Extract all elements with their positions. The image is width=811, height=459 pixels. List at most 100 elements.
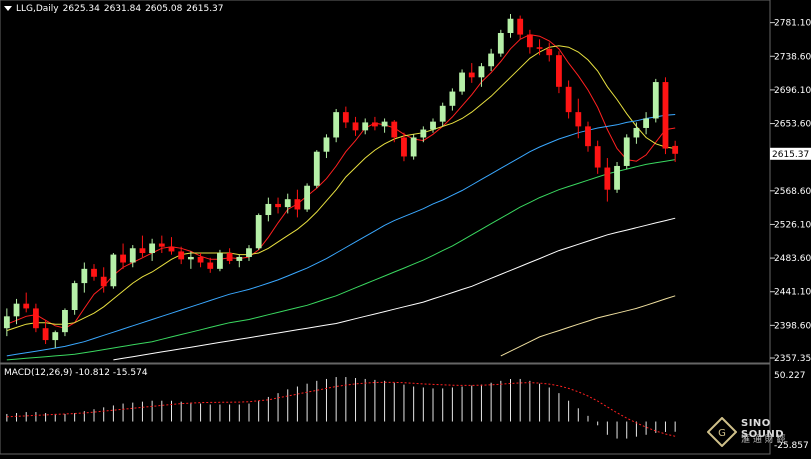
candle-bear <box>226 253 233 261</box>
price-tick-label: 2653.60 <box>774 120 811 130</box>
candle-bear <box>662 82 669 149</box>
candle-bull <box>81 268 88 284</box>
candle-bull <box>333 112 340 138</box>
candle-bear <box>468 72 475 78</box>
logo-subtitle: 滙 通 財 經 <box>741 435 786 445</box>
candle-bear <box>672 145 679 154</box>
candle-bear <box>546 48 553 56</box>
candle-bear <box>100 276 107 287</box>
macd-axis-bottom: -25.857 <box>774 441 809 451</box>
ma-line-ma5 <box>6 34 676 329</box>
candle-bull <box>478 66 485 78</box>
candle-bear <box>207 262 214 269</box>
ma-line-ma30 <box>6 114 676 357</box>
candle-bear <box>585 126 591 147</box>
macd-signal-line <box>6 381 676 437</box>
candle-bull <box>284 199 291 208</box>
candle-bull <box>246 248 252 257</box>
candle-bear <box>139 248 146 254</box>
svg-text:G: G <box>718 428 726 439</box>
candle-bear <box>158 243 165 247</box>
candle-bull <box>420 129 427 138</box>
price-tick-label: 2357.35 <box>774 354 811 364</box>
candle-bull <box>439 105 446 122</box>
current-price-label: 2615.37 <box>772 150 809 160</box>
macd-panel-frame <box>0 363 771 455</box>
ma-line-ma10 <box>6 45 676 332</box>
ohlc-high: 2631.84 <box>103 4 142 14</box>
candle-bear <box>401 137 407 157</box>
ma-line-ma120 <box>113 217 676 361</box>
candle-bear <box>342 112 349 123</box>
candle-bull <box>13 303 20 317</box>
candle-bear <box>178 251 185 260</box>
candle-bull <box>52 332 59 341</box>
price-tick-label: 2781.10 <box>774 19 811 29</box>
price-tick-label: 2398.60 <box>774 321 811 331</box>
candle-bull <box>149 243 156 254</box>
candle-bear <box>197 256 204 263</box>
candle-bear <box>604 167 611 190</box>
candle-bear <box>575 112 582 127</box>
symbol-label: LLG,Daily <box>16 4 59 14</box>
candle-bull <box>623 137 630 166</box>
candle-bull <box>410 137 417 157</box>
macd-label: MACD(12,26,9) -10.812 -15.574 <box>4 368 148 378</box>
ohlc-close: 2615.37 <box>186 4 224 14</box>
candle-bear <box>294 199 301 210</box>
candle-bear <box>91 268 97 277</box>
price-panel-frame <box>0 0 771 364</box>
candle-bull <box>62 309 68 333</box>
price-tick-label: 2738.60 <box>774 52 811 62</box>
candle-bear <box>565 86 572 113</box>
candle-bull <box>265 203 272 216</box>
candle-bear <box>391 121 398 138</box>
price-tick-label: 2696.10 <box>774 86 811 96</box>
ma-line-ma60 <box>6 159 676 361</box>
moving-averages <box>6 34 676 361</box>
candle-bull <box>129 248 136 263</box>
candle-bull <box>459 72 465 92</box>
price-tick-label: 2483.60 <box>774 254 811 264</box>
candle-bull <box>497 32 504 54</box>
candle-bear <box>594 146 601 168</box>
price-tick-label: 2526.10 <box>774 220 811 230</box>
candle-bear <box>352 122 359 131</box>
candle-bear <box>23 303 30 309</box>
candle-bull <box>323 137 330 152</box>
candle-bull <box>381 121 388 127</box>
macd-indicator: 50.227 -25.857 <box>6 371 809 451</box>
candle-bull <box>430 121 436 130</box>
symbol-header[interactable]: LLG,Daily 2625.34 2631.84 2605.08 2615.37 <box>4 4 228 14</box>
current-price-box <box>770 147 811 160</box>
candle-bull <box>71 283 78 310</box>
candle-bear <box>42 328 49 341</box>
candle-bull <box>449 91 456 106</box>
price-tick-label: 2568.60 <box>774 187 811 197</box>
logo-name: SINO SOUND <box>741 418 784 440</box>
candle-bull <box>507 18 514 33</box>
candle-bull <box>614 165 620 190</box>
candle-bull <box>3 316 10 329</box>
candle-bull <box>643 118 650 128</box>
candle-bull <box>633 127 640 138</box>
ma-line-ma250 <box>500 295 676 357</box>
candle-bear <box>526 34 533 48</box>
candle-bear <box>168 246 175 252</box>
macd-axis-top: 50.227 <box>774 371 806 381</box>
candle-bull <box>488 53 495 67</box>
candlesticks <box>3 14 679 348</box>
candle-bull <box>187 256 194 260</box>
candle-bear <box>120 254 126 263</box>
candle-bull <box>236 256 243 261</box>
price-axis: 2781.10 2738.60 2696.10 2653.60 2568.60 2526.… <box>770 19 811 364</box>
dropdown-triangle-icon[interactable] <box>4 6 12 11</box>
ohlc-low: 2605.08 <box>145 4 183 14</box>
candle-bear <box>556 55 562 87</box>
candle-bear <box>517 18 524 35</box>
ohlc-open: 2625.34 <box>62 4 100 14</box>
logo-emblem-icon: G <box>707 417 737 447</box>
candle-bear <box>275 203 281 208</box>
